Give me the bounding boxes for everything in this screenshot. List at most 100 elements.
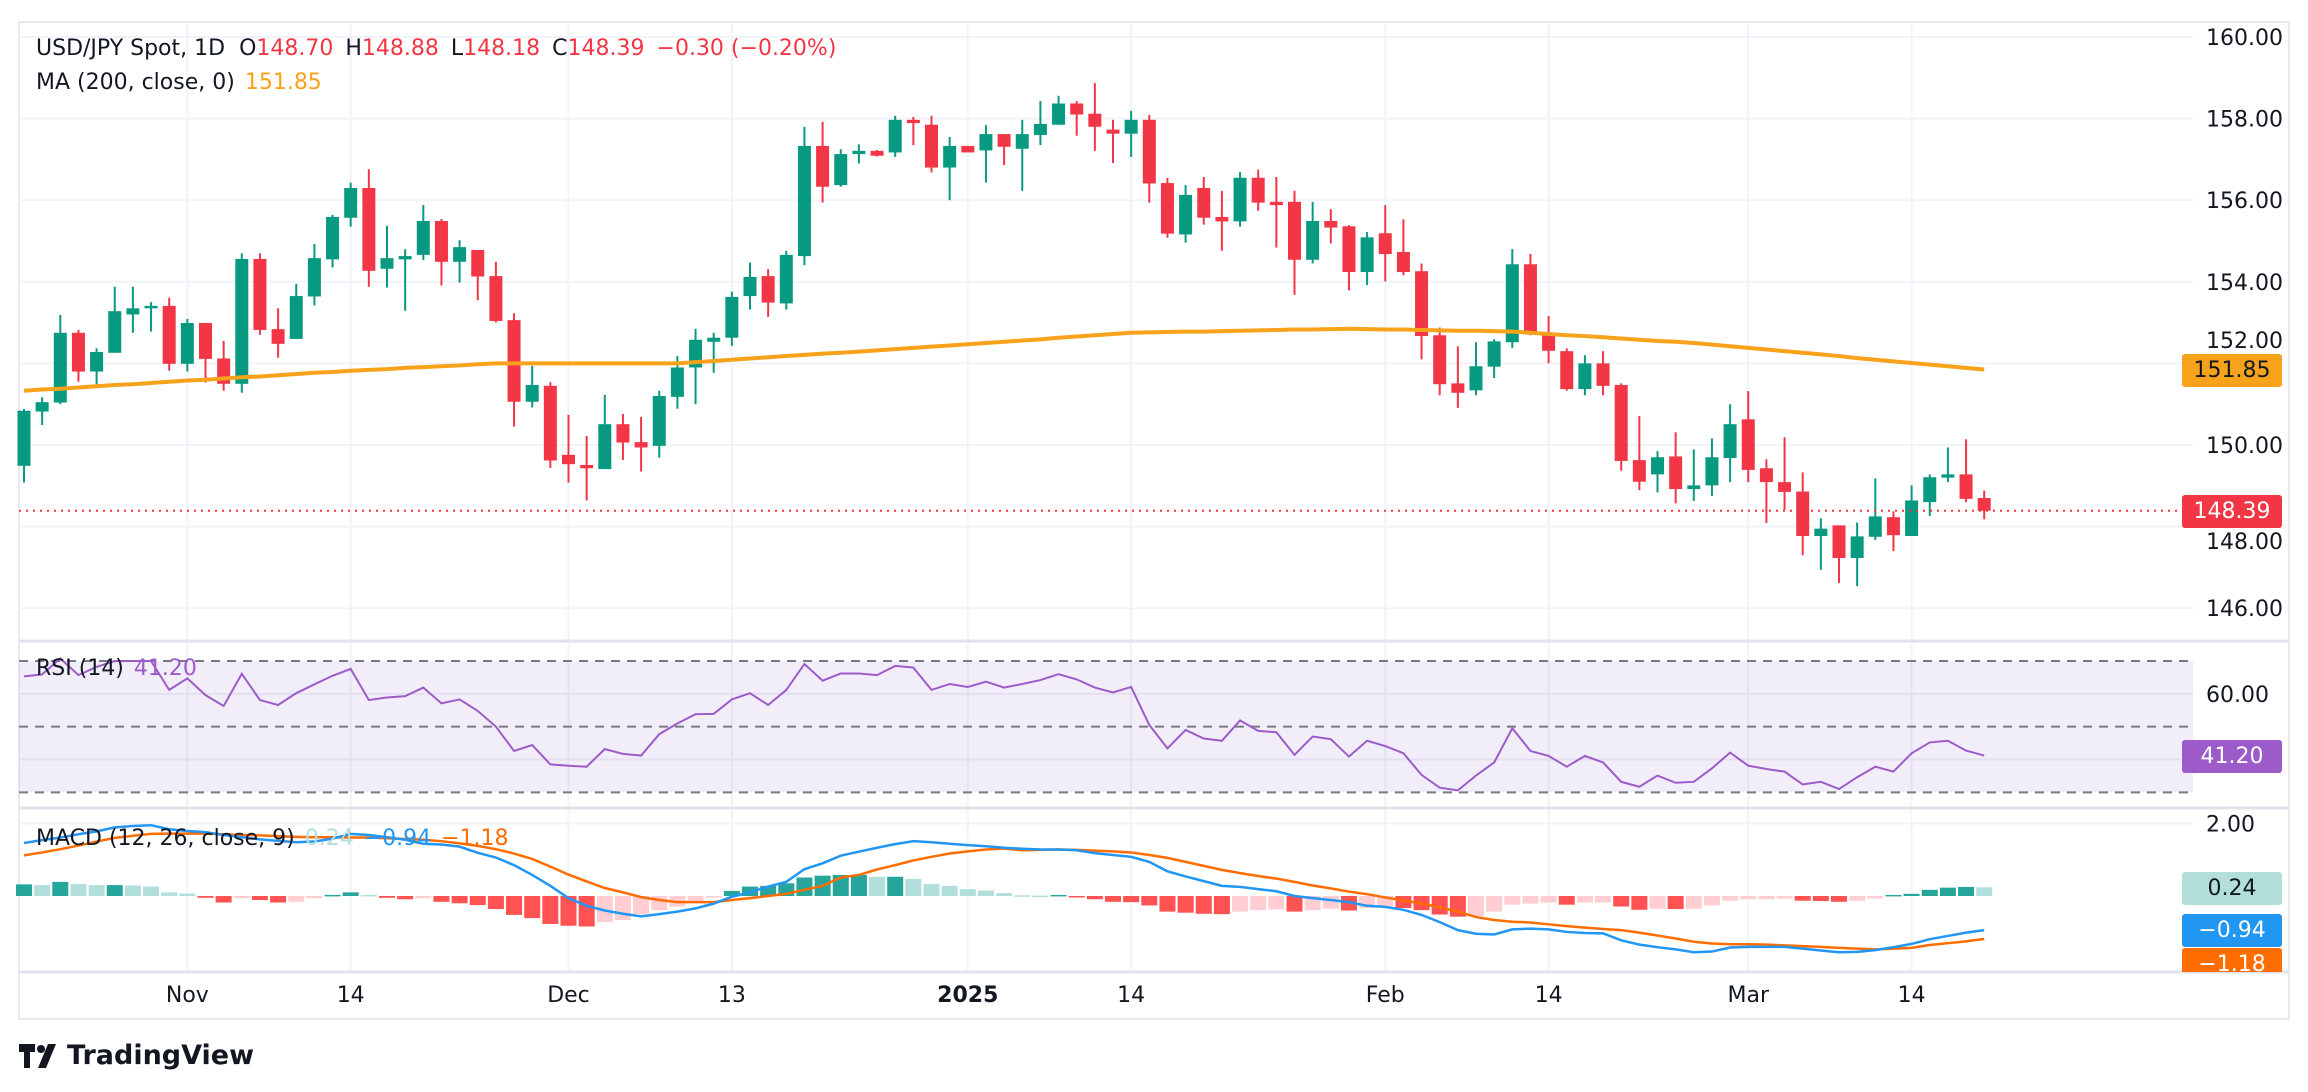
ma-price-tag: 151.85 [2182, 354, 2282, 387]
candle [162, 297, 176, 371]
candle [1251, 169, 1265, 211]
candle-body [979, 134, 993, 151]
candle-body [1560, 351, 1574, 390]
candle-body [652, 396, 666, 446]
candle-body [1052, 103, 1066, 125]
candle [17, 409, 31, 483]
candle [1324, 209, 1338, 244]
price-axis-label: 148.00 [2206, 530, 2283, 555]
macd-histogram-bar [1250, 896, 1267, 911]
macd-histogram-bar [215, 896, 232, 903]
macd-histogram-bar [1939, 887, 1956, 896]
candle [852, 144, 866, 164]
macd-histogram-bar [397, 896, 414, 900]
candle-body [1759, 468, 1773, 483]
time-axis-label: 14 [337, 983, 365, 1008]
candle-body [1614, 385, 1628, 461]
candle-body [1215, 216, 1229, 222]
macd-histogram-bar [560, 896, 577, 926]
macd-histogram-bar [1740, 896, 1757, 900]
candle-body [1832, 525, 1846, 559]
candle [289, 283, 303, 339]
candle [816, 121, 830, 203]
candle-body [1977, 498, 1991, 511]
candle [1560, 348, 1574, 391]
candle [725, 291, 739, 346]
rsi-legend[interactable]: RSI (14) 41.20 [36, 656, 201, 681]
macd-histogram-bar [324, 894, 341, 897]
ma-value: 151.85 [244, 70, 322, 95]
price-axis-label: 154.00 [2206, 271, 2283, 296]
candle-body [71, 332, 85, 372]
macd-histogram-bar [251, 896, 268, 900]
candle-body [253, 258, 267, 330]
time-axis-label: 14 [1117, 983, 1145, 1008]
price-axis-label: 146.00 [2206, 597, 2283, 622]
macd-histogram-bar [1232, 896, 1249, 912]
macd-line [23, 823, 1985, 954]
macd-histogram-bar [578, 896, 595, 927]
macd-histogram-bar [1849, 896, 1866, 901]
candle-body [1850, 536, 1864, 559]
candle-body [489, 276, 503, 321]
macd-histogram-bar [760, 885, 777, 896]
macd-histogram-bar [106, 885, 123, 896]
time-axis-label: 2025 [937, 983, 998, 1008]
candle-body [362, 187, 376, 271]
macd-histogram-bar [1431, 896, 1448, 915]
macd-histogram-bar [1776, 896, 1793, 899]
macd-histogram-bar [959, 889, 976, 896]
macd-histogram-bar [415, 896, 432, 899]
candle-body [380, 258, 394, 269]
macd-histogram-bar [270, 896, 287, 903]
candle [434, 218, 448, 286]
candle-body [1160, 183, 1174, 234]
candle [1288, 190, 1301, 295]
candle [144, 302, 158, 332]
macd-histogram-bar [143, 886, 160, 896]
macd-histogram-bar [1068, 896, 1085, 898]
candle-body [634, 442, 648, 448]
candle-body [326, 216, 340, 260]
candle [471, 249, 485, 301]
candle [906, 116, 920, 146]
candle [235, 253, 249, 393]
candle [1687, 449, 1701, 501]
macd-histogram-bar [1286, 896, 1303, 912]
macd-histogram-bar [1667, 896, 1684, 910]
macd-histogram-bar [1812, 896, 1829, 902]
macd-histogram-bar [1885, 894, 1902, 897]
candle-body [1179, 194, 1193, 235]
candle-body [1796, 491, 1810, 536]
macd-signal-tag: −1.18 [2182, 948, 2282, 972]
macd-legend[interactable]: MACD (12, 26, close, 9) 0.24 −0.94 −1.18 [36, 826, 513, 851]
candle [1542, 316, 1556, 364]
candle-body [453, 247, 467, 262]
candle-body [598, 424, 612, 470]
candle-body [562, 454, 575, 465]
candle [1487, 339, 1501, 379]
macd-histogram-bar [850, 874, 867, 896]
candle [1070, 101, 1084, 136]
candle-body [1070, 103, 1084, 115]
candle-body [1487, 341, 1501, 367]
candle-body [1941, 474, 1955, 478]
macd-histogram-bar [796, 877, 813, 896]
macd-histogram-bar [1576, 896, 1593, 903]
candle-body [1288, 201, 1301, 260]
time-axis-label: 13 [718, 983, 746, 1008]
macd-histogram-bar [1032, 895, 1049, 898]
tradingview-logo[interactable]: TradingView [19, 1040, 254, 1071]
macd-histogram-bar [1958, 886, 1975, 896]
macd-histogram-bar [1213, 896, 1230, 915]
candle-body [1433, 335, 1447, 385]
candle-body [1360, 237, 1374, 273]
candle [1796, 472, 1810, 556]
ma-label: MA (200, close, 0) [36, 70, 235, 95]
ma-legend[interactable]: MA (200, close, 0) 151.85 [36, 70, 326, 95]
rsi-value: 41.20 [133, 656, 197, 681]
macd-histogram-bar [1867, 896, 1884, 899]
time-axis-label: 14 [1898, 983, 1926, 1008]
candle-body [1088, 113, 1102, 127]
